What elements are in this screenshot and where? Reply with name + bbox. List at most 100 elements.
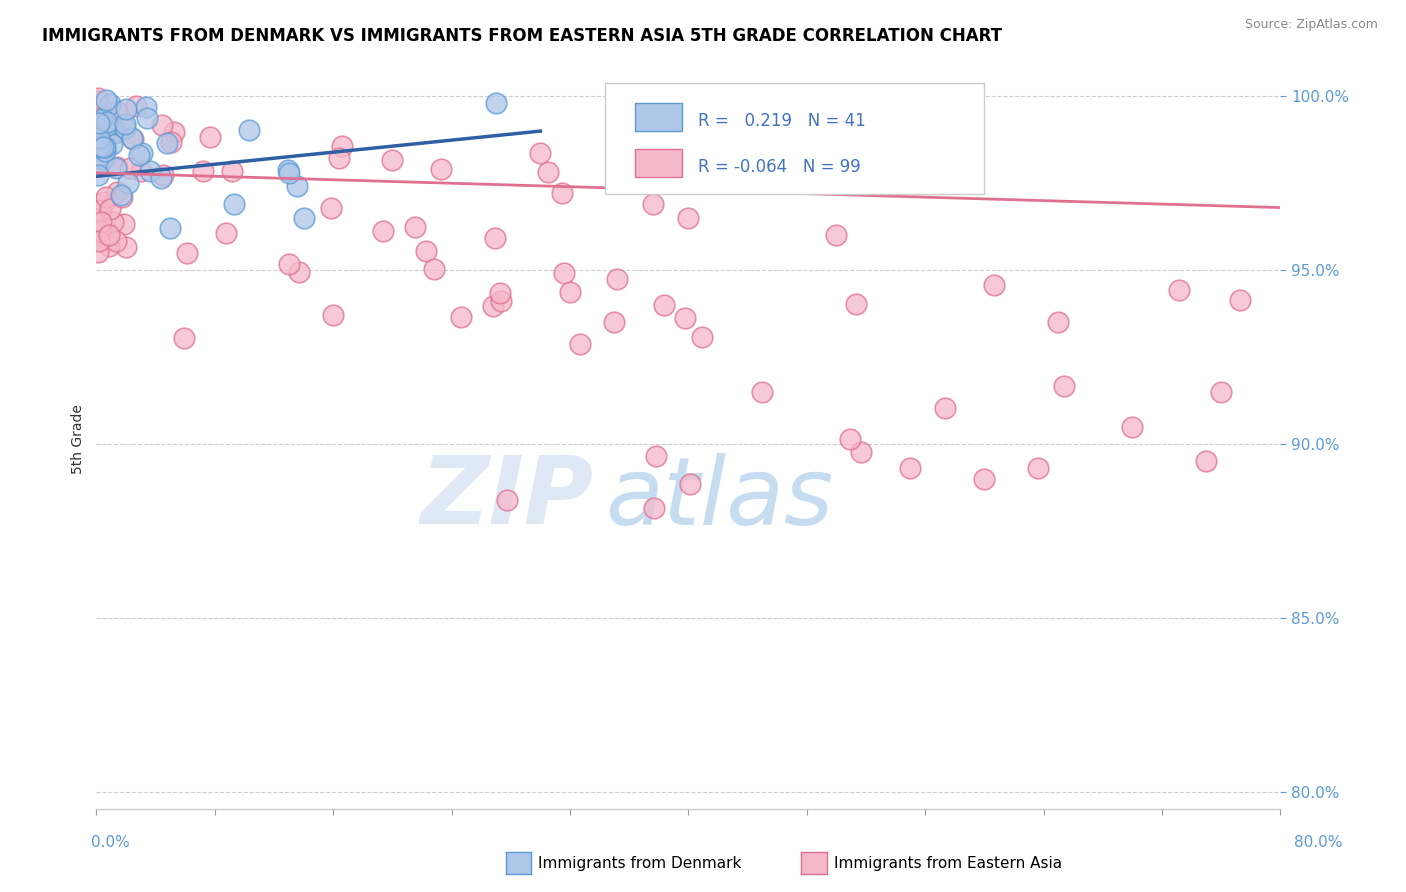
Point xyxy=(93,140,115,154)
Point xyxy=(91,112,114,126)
Point xyxy=(90,102,112,116)
Point xyxy=(489,293,512,308)
Point xyxy=(692,329,714,343)
Point xyxy=(751,384,773,399)
Point xyxy=(90,105,112,120)
Point xyxy=(122,132,145,146)
Point xyxy=(484,230,506,244)
Point xyxy=(1229,293,1251,308)
Point xyxy=(222,197,245,211)
Point xyxy=(619,146,641,161)
Point xyxy=(1167,283,1189,297)
Point xyxy=(89,130,111,145)
Point xyxy=(91,153,114,167)
Point xyxy=(97,238,120,252)
Point xyxy=(112,217,135,231)
Text: Immigrants from Eastern Asia: Immigrants from Eastern Asia xyxy=(834,856,1062,871)
Point xyxy=(111,190,134,204)
Point xyxy=(277,257,299,271)
Point xyxy=(115,102,138,116)
Point xyxy=(322,308,344,322)
Point xyxy=(94,93,117,107)
Point xyxy=(96,227,118,241)
Text: Source: ZipAtlas.com: Source: ZipAtlas.com xyxy=(1244,18,1378,31)
Point xyxy=(321,201,343,215)
Point xyxy=(149,170,172,185)
Point xyxy=(558,285,581,300)
Point xyxy=(93,232,115,246)
Point xyxy=(87,168,110,182)
Point xyxy=(450,310,472,324)
Point xyxy=(89,116,111,130)
Point xyxy=(238,123,260,137)
Point xyxy=(105,103,128,118)
Point xyxy=(849,445,872,459)
Point xyxy=(485,96,508,111)
Point xyxy=(152,169,174,183)
Point xyxy=(101,215,124,229)
Point xyxy=(569,337,592,351)
Point xyxy=(90,224,112,238)
Point xyxy=(105,125,128,139)
Point xyxy=(404,220,426,235)
Point xyxy=(98,202,121,216)
Point xyxy=(120,161,142,175)
Point xyxy=(93,194,115,209)
Point xyxy=(89,139,111,153)
Bar xyxy=(636,149,682,178)
Point xyxy=(673,311,696,326)
Point xyxy=(277,162,299,177)
Point xyxy=(973,472,995,486)
Point xyxy=(551,186,574,200)
Point xyxy=(1121,419,1143,434)
Point xyxy=(89,142,111,156)
Point xyxy=(114,117,136,131)
Point xyxy=(678,211,700,225)
Point xyxy=(423,262,446,277)
Point xyxy=(277,166,299,180)
Point xyxy=(482,299,505,313)
Point xyxy=(845,297,868,311)
Point xyxy=(160,135,183,149)
Point xyxy=(101,120,124,135)
Point xyxy=(93,116,115,130)
Point xyxy=(114,121,136,136)
Point xyxy=(87,234,110,248)
Point xyxy=(87,94,110,108)
Point xyxy=(135,100,157,114)
Point xyxy=(103,127,125,141)
Point xyxy=(93,140,115,154)
Point xyxy=(983,278,1005,293)
Point xyxy=(105,160,128,174)
FancyBboxPatch shape xyxy=(606,83,984,194)
Point xyxy=(630,136,652,150)
Y-axis label: 5th Grade: 5th Grade xyxy=(72,404,86,474)
Point xyxy=(652,298,675,312)
Point xyxy=(89,215,111,229)
Point xyxy=(1047,315,1070,329)
Point xyxy=(163,124,186,138)
Point xyxy=(93,125,115,139)
Point xyxy=(136,111,159,125)
Point xyxy=(105,234,128,248)
Point xyxy=(371,224,394,238)
Point xyxy=(1053,378,1076,392)
Point xyxy=(221,164,243,178)
Point xyxy=(200,130,222,145)
Point xyxy=(176,245,198,260)
Point xyxy=(328,151,350,165)
Point xyxy=(173,331,195,345)
Text: 0.0%: 0.0% xyxy=(91,836,131,850)
Point xyxy=(93,144,115,158)
Point xyxy=(87,139,110,153)
Point xyxy=(110,188,132,202)
Point xyxy=(89,203,111,218)
Point xyxy=(215,226,238,240)
Point xyxy=(330,138,353,153)
Point xyxy=(156,136,179,150)
Point xyxy=(96,190,118,204)
Point xyxy=(193,164,215,178)
Point xyxy=(285,178,308,193)
Point xyxy=(1211,385,1233,400)
Point xyxy=(643,501,665,516)
